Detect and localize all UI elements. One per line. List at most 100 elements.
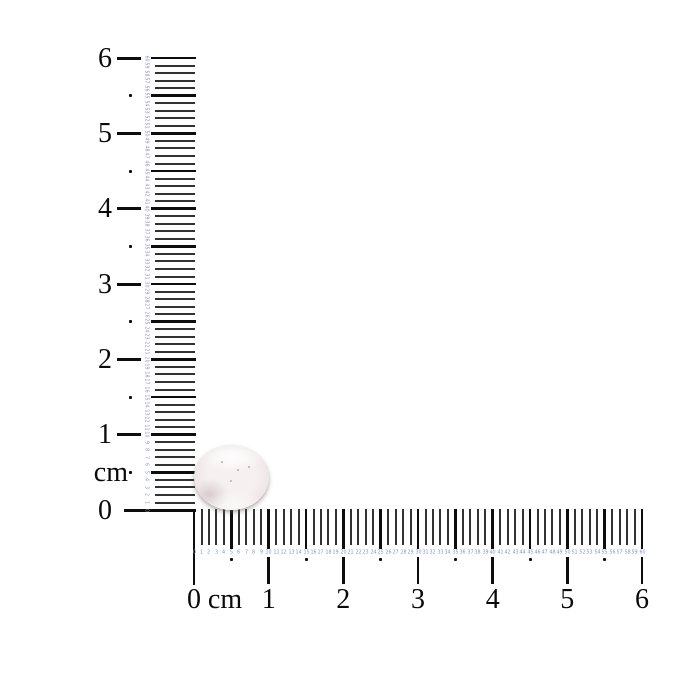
- h-halfcm-tick: [230, 509, 233, 549]
- v-mm-tick: [155, 478, 195, 481]
- h-mm-number: 56: [609, 549, 616, 555]
- h-mm-tick: [207, 509, 210, 545]
- v-mm-tick: [155, 305, 195, 308]
- v-cm-tick: [117, 282, 141, 286]
- v-mm-tick: [155, 237, 195, 240]
- v-cm-tick: [151, 207, 196, 210]
- h-cm-label: 4: [485, 584, 500, 615]
- v-mm-tick: [155, 124, 195, 127]
- h-halfcm-tick: [454, 509, 457, 549]
- h-mm-tick: [551, 509, 554, 545]
- h-halfcm-dot: [453, 557, 457, 561]
- h-mm-number: 33: [437, 549, 444, 555]
- h-mm-tick: [409, 509, 412, 545]
- v-mm-tick: [155, 87, 195, 90]
- v-cm-tick: [151, 282, 196, 286]
- v-mm-tick: [155, 154, 195, 157]
- v-mm-tick: [155, 64, 195, 67]
- h-mm-number: 23: [362, 549, 369, 555]
- h-mm-number: 0: [192, 549, 196, 555]
- inclusion-speckle: [221, 461, 223, 463]
- h-mm-number: 58: [624, 549, 631, 555]
- h-mm-tick: [402, 509, 405, 545]
- h-mm-number: 48: [549, 549, 556, 555]
- v-halfcm-dot: [128, 395, 132, 399]
- h-mm-tick: [611, 509, 614, 545]
- h-mm-tick: [260, 509, 263, 545]
- h-mm-number: 5: [229, 549, 233, 555]
- h-mm-tick: [245, 509, 248, 545]
- h-cm-tick: [342, 509, 345, 549]
- h-halfcm-dot: [379, 557, 383, 561]
- v-mm-tick: [155, 313, 195, 316]
- h-cm-label: 1: [261, 584, 276, 615]
- h-mm-number: 24: [370, 549, 377, 555]
- h-mm-tick: [387, 509, 390, 545]
- v-mm-tick: [155, 215, 195, 218]
- horizontal-ruler-unit-label: cm: [207, 584, 243, 615]
- h-mm-number: 28: [400, 549, 407, 555]
- h-halfcm-tick: [304, 509, 308, 549]
- v-mm-tick: [155, 200, 195, 203]
- v-cm-tick: [117, 433, 141, 437]
- h-mm-number: 46: [534, 549, 541, 555]
- h-mm-tick: [372, 509, 375, 545]
- h-cm-label: 3: [411, 584, 425, 615]
- h-cm-label: 2: [336, 584, 351, 615]
- h-halfcm-tick: [379, 509, 382, 549]
- h-mm-tick: [573, 509, 576, 545]
- h-mm-tick: [297, 509, 300, 545]
- h-mm-number: 11: [273, 549, 280, 555]
- h-cm-tick: [416, 557, 420, 584]
- h-mm-number: 7: [244, 549, 248, 555]
- v-mm-tick: [155, 403, 195, 406]
- h-cm-tick: [491, 509, 494, 549]
- v-mm-tick: [155, 373, 195, 376]
- h-mm-number: 53: [586, 549, 593, 555]
- v-cm-tick: [117, 131, 141, 135]
- h-mm-number: 22: [355, 549, 362, 555]
- h-cm-tick: [267, 509, 270, 549]
- h-mm-tick: [446, 509, 449, 545]
- h-mm-number: 4: [222, 549, 226, 555]
- h-mm-number: 47: [541, 549, 548, 555]
- v-cm-tick: [117, 56, 141, 60]
- h-mm-number: 1: [199, 549, 204, 555]
- h-mm-tick: [364, 509, 367, 545]
- v-cm-tick: [117, 207, 141, 211]
- h-mm-number: 45: [526, 549, 534, 555]
- v-mm-tick: [155, 448, 195, 451]
- h-mm-tick: [282, 509, 285, 545]
- h-mm-number: 9: [259, 549, 263, 555]
- h-halfcm-tick: [603, 509, 606, 549]
- h-mm-number: 39: [482, 549, 489, 555]
- v-mm-tick: [155, 72, 195, 75]
- h-mm-tick: [506, 509, 509, 545]
- h-mm-number: 20: [340, 549, 347, 555]
- h-cm-label: 6: [635, 584, 649, 615]
- v-cm-label: 1: [98, 419, 112, 451]
- h-cm-tick: [640, 509, 644, 549]
- h-mm-tick: [290, 509, 293, 545]
- v-cm-tick: [151, 358, 196, 361]
- h-mm-number: 6: [237, 549, 241, 555]
- v-mm-tick: [155, 109, 195, 112]
- h-mm-number: 17: [317, 549, 324, 555]
- h-zero-edge-line: [192, 509, 196, 585]
- inclusion-speckle: [248, 466, 250, 468]
- v-cm-tick: [117, 357, 141, 361]
- v-mm-tick: [155, 222, 195, 225]
- h-mm-tick: [469, 509, 472, 545]
- h-mm-tick: [312, 509, 315, 545]
- h-mm-tick: [476, 509, 479, 545]
- h-mm-tick: [618, 509, 621, 545]
- h-mm-number: 34: [444, 549, 451, 555]
- v-mm-tick: [155, 388, 195, 391]
- v-mm-tick: [155, 252, 195, 255]
- h-mm-number: 36: [459, 549, 466, 555]
- v-mm-tick: [155, 260, 195, 263]
- h-mm-tick: [424, 509, 427, 545]
- h-mm-number: 41: [497, 549, 504, 555]
- h-mm-tick: [543, 509, 546, 545]
